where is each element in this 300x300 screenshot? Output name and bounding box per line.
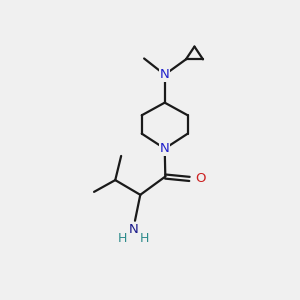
Text: H: H — [118, 232, 127, 245]
Text: O: O — [195, 172, 205, 185]
Text: H: H — [140, 232, 149, 245]
Text: N: N — [129, 223, 138, 236]
Text: N: N — [160, 142, 169, 155]
Text: N: N — [160, 68, 169, 81]
